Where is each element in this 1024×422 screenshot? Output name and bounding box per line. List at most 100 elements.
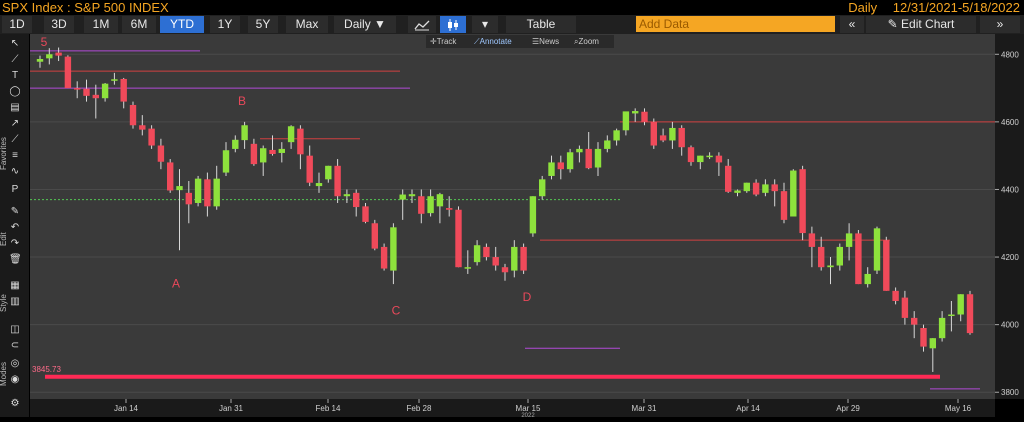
- wave-label: B: [238, 94, 246, 108]
- candle-body: [790, 170, 797, 217]
- candle-body: [576, 148, 583, 153]
- period-1y[interactable]: 1Y: [210, 16, 240, 33]
- undo-icon[interactable]: ↶: [10, 222, 20, 233]
- candle-body: [873, 228, 881, 271]
- x-tick-label: Apr 14: [736, 404, 760, 413]
- candle-chart-icon[interactable]: [440, 16, 466, 33]
- candle-body: [427, 196, 434, 214]
- add-data-input[interactable]: Add Data: [636, 16, 835, 32]
- candle-body: [315, 183, 323, 187]
- magnet-icon[interactable]: ⊂: [10, 340, 20, 351]
- edit-label: Edit: [0, 232, 8, 246]
- candle-body: [464, 267, 471, 269]
- ellipse-icon[interactable]: ◯: [9, 86, 21, 97]
- title-bar: SPX Index : S&P 500 INDEX Daily 12/31/20…: [0, 0, 1024, 15]
- candle-body: [362, 206, 369, 222]
- settings-icon[interactable]: ⚙: [10, 398, 20, 409]
- candle-body: [827, 265, 834, 268]
- candle-body: [808, 233, 816, 247]
- chevron-down-icon[interactable]: ▾: [472, 16, 498, 33]
- candle-body: [762, 184, 769, 193]
- candle-body: [752, 182, 760, 195]
- candle-body: [83, 88, 90, 96]
- candle-body: [148, 128, 155, 146]
- pointer-icon[interactable]: ↖: [10, 38, 20, 49]
- palette-icon[interactable]: ▦: [10, 280, 20, 291]
- wave-label: D: [523, 290, 532, 304]
- x-tick-label: Jan 14: [114, 404, 139, 413]
- line-chart-icon[interactable]: [408, 16, 436, 33]
- lock-icon[interactable]: ◉: [10, 374, 20, 385]
- wave-icon[interactable]: ∿: [10, 166, 20, 177]
- edit-chart-button[interactable]: ✎ Edit Chart: [866, 16, 976, 33]
- candle-body: [222, 150, 230, 173]
- trash-icon[interactable]: 🗑: [9, 254, 22, 265]
- trend-icon[interactable]: ⟋: [11, 134, 19, 145]
- period-ytd[interactable]: YTD: [160, 16, 204, 33]
- annotate-tool[interactable]: ⟋ Annotate: [474, 37, 512, 46]
- candle-body: [548, 162, 555, 176]
- pitchfork-icon[interactable]: P: [11, 184, 19, 195]
- candle-body: [864, 273, 871, 285]
- candle-body: [520, 246, 527, 271]
- mode-icon[interactable]: ◫: [10, 324, 20, 335]
- candle-body: [892, 290, 899, 301]
- expand-icon[interactable]: »: [980, 16, 1020, 33]
- wave-label: A: [172, 276, 180, 290]
- candle-body: [650, 121, 657, 146]
- candle-body: [241, 125, 248, 141]
- candle-body: [697, 155, 704, 163]
- style-icon[interactable]: ▥: [10, 296, 20, 307]
- y-axis: 4800 4600 4400 4200 4000 3800: [995, 34, 1024, 399]
- candle-body: [799, 169, 806, 234]
- period-5y[interactable]: 5Y: [248, 16, 278, 33]
- date-range[interactable]: 12/31/2021-5/18/2022: [892, 0, 1020, 15]
- y-tick-label: 4200: [1001, 253, 1019, 262]
- frequency-select[interactable]: Daily ▼: [334, 16, 396, 33]
- arrow-icon[interactable]: ↗: [10, 118, 20, 129]
- period-1m[interactable]: 1M: [84, 16, 118, 33]
- period-6m[interactable]: 6M: [122, 16, 156, 33]
- table-button[interactable]: Table: [506, 16, 576, 33]
- track-tool[interactable]: ✛ Track: [430, 37, 457, 46]
- candlestick-chart: 3845.73 5 A B C D: [30, 35, 995, 393]
- candle-body: [566, 152, 574, 170]
- candle-body: [920, 328, 927, 347]
- candle-body: [594, 148, 602, 168]
- collapse-icon[interactable]: «: [840, 16, 864, 33]
- candle-body: [92, 94, 99, 99]
- fibonacci-icon[interactable]: ▤: [10, 102, 20, 113]
- y-tick-label: 4400: [1001, 185, 1019, 194]
- candle-body: [390, 227, 397, 271]
- text-tool-icon[interactable]: T: [11, 70, 19, 81]
- period-3d[interactable]: 3D: [44, 16, 74, 33]
- candle-body: [64, 56, 72, 89]
- target-icon[interactable]: ◎: [10, 358, 20, 369]
- candle-body: [632, 111, 639, 114]
- candle-body: [334, 165, 341, 197]
- modes-label: Modes: [0, 361, 8, 386]
- candle-body: [185, 192, 192, 205]
- draw-line-icon[interactable]: ⟋: [11, 54, 19, 65]
- period-1d[interactable]: 1D: [2, 16, 32, 33]
- candle-body: [501, 267, 509, 273]
- news-tool[interactable]: ☰ News: [532, 37, 560, 46]
- candle-body: [818, 246, 825, 268]
- candle-body: [539, 179, 546, 197]
- wave-label: C: [392, 304, 401, 318]
- candle-body: [929, 338, 936, 349]
- chart-plot-area[interactable]: 3845.73 5 A B C D: [30, 34, 995, 399]
- frequency-label: Daily: [848, 0, 878, 15]
- candle-body: [408, 194, 416, 197]
- zoom-tool[interactable]: ⌕ Zoom: [574, 37, 599, 46]
- candle-body: [641, 111, 648, 122]
- redo-icon[interactable]: ↷: [10, 238, 20, 249]
- pen-icon[interactable]: ✎: [10, 206, 20, 217]
- favorites-label: Favorites: [0, 137, 8, 170]
- candle-body: [883, 240, 890, 291]
- candle-body: [176, 186, 183, 191]
- channel-icon[interactable]: ≡: [12, 150, 18, 161]
- candle-body: [436, 194, 444, 207]
- period-max[interactable]: Max: [286, 16, 328, 33]
- y-tick-label: 4600: [1001, 118, 1019, 127]
